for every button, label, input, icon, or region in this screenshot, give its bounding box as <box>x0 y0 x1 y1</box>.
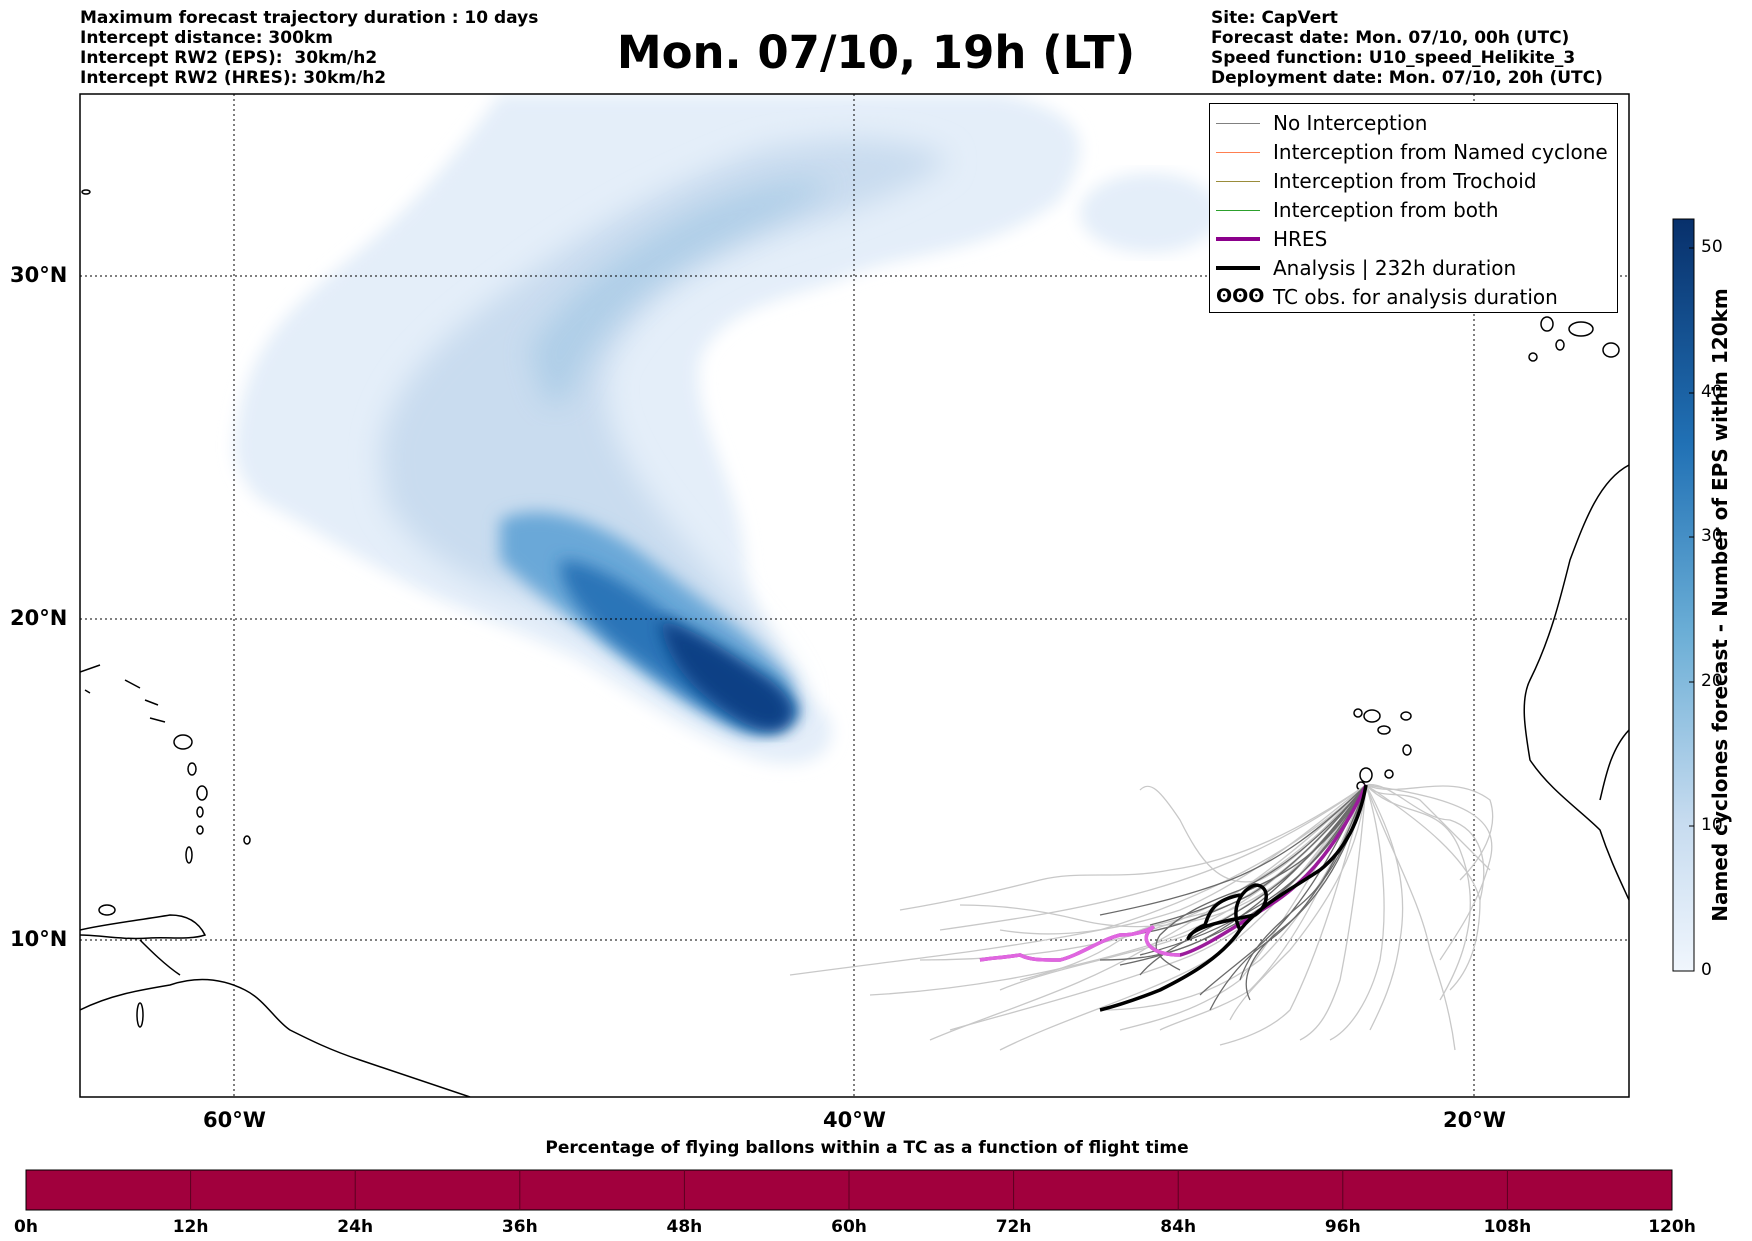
legend-item-named-cyclone: Interception from Named cyclone <box>1210 138 1617 167</box>
tc-symbol-icon: ʘʘʘ <box>1216 285 1265 307</box>
bar-tick-60h: 60h <box>831 1217 867 1237</box>
bar-tick-24h: 24h <box>337 1217 374 1237</box>
header-forecast-date: Forecast date: Mon. 07/10, 00h (UTC) <box>1211 28 1570 48</box>
flight-bar-ticks <box>190 1170 1508 1210</box>
bar-tick-36h: 36h <box>501 1217 538 1237</box>
legend-item-trochoid: Interception from Trochoid <box>1210 167 1617 196</box>
bar-tick-72h: 72h <box>995 1217 1032 1237</box>
colorbar-tick-0: 0 <box>1701 960 1712 980</box>
lon-label-40w: 40°W <box>823 1108 886 1132</box>
bar-tick-84h: 84h <box>1160 1217 1197 1237</box>
flight-bar-title: Percentage of flying ballons within a TC… <box>545 1138 1189 1158</box>
trajectory-lines <box>789 784 1494 1051</box>
legend-item-no-interception: No Interception <box>1210 109 1617 138</box>
lat-label-20n: 20°N <box>10 606 68 630</box>
lat-label-10n: 10°N <box>10 927 68 951</box>
legend-item-both: Interception from both <box>1210 196 1617 225</box>
legend-item-tc-obs: ʘʘʘ TC obs. for analysis duration <box>1216 285 1558 309</box>
header-site: Site: CapVert <box>1211 8 1338 28</box>
colorbar-tick-40: 40 <box>1701 382 1723 402</box>
colorbar-title: Named cyclones forecast - Number of EPS … <box>1708 288 1732 922</box>
colorbar-tick-20: 20 <box>1701 671 1723 691</box>
coastlines <box>80 189 1629 1097</box>
header-left: Maximum forecast trajectory duration : 1… <box>80 8 538 88</box>
colorbar-tick-50: 50 <box>1701 237 1723 257</box>
bar-tick-108h: 108h <box>1483 1217 1532 1237</box>
colorbar-tick-30: 30 <box>1701 526 1723 546</box>
bar-tick-96h: 96h <box>1324 1217 1361 1237</box>
colorbar <box>1672 218 1695 972</box>
main-title: Mon. 07/10, 19h (LT) <box>616 26 1136 79</box>
colorbar-ticks <box>1689 247 1694 972</box>
legend: No Interception Interception from Named … <box>1209 103 1618 313</box>
bar-tick-12h: 12h <box>172 1217 209 1237</box>
header-speed-function: Speed function: U10_speed_Helikite_3 <box>1211 48 1576 68</box>
header-deployment-date: Deployment date: Mon. 07/10, 20h (UTC) <box>1211 68 1603 88</box>
legend-item-hres: HRES <box>1210 225 1617 254</box>
cyclone-density-field <box>234 94 1220 764</box>
header-max-duration: Maximum forecast trajectory duration : 1… <box>80 8 539 28</box>
legend-item-analysis: Analysis | 232h duration <box>1210 254 1617 283</box>
map-frame <box>79 93 1630 1098</box>
lat-label-30n: 30°N <box>10 263 68 287</box>
lon-label-60w: 60°W <box>203 1108 266 1132</box>
header-intercept-hres: Intercept RW2 (HRES): 30km/h2 <box>80 68 387 88</box>
bar-tick-48h: 48h <box>666 1217 703 1237</box>
header-intercept-distance: Intercept distance: 300km <box>80 28 333 48</box>
header-right: Site: CapVert Forecast date: Mon. 07/10,… <box>1211 8 1603 88</box>
colorbar-tick-10: 10 <box>1701 815 1723 835</box>
bar-tick-120h: 120h <box>1648 1217 1696 1237</box>
lon-label-20w: 20°W <box>1443 1108 1506 1132</box>
bar-tick-0h: 0h <box>14 1217 38 1237</box>
header-intercept-eps: Intercept RW2 (EPS): 30km/h2 <box>80 48 378 68</box>
map-area <box>80 94 1629 1097</box>
